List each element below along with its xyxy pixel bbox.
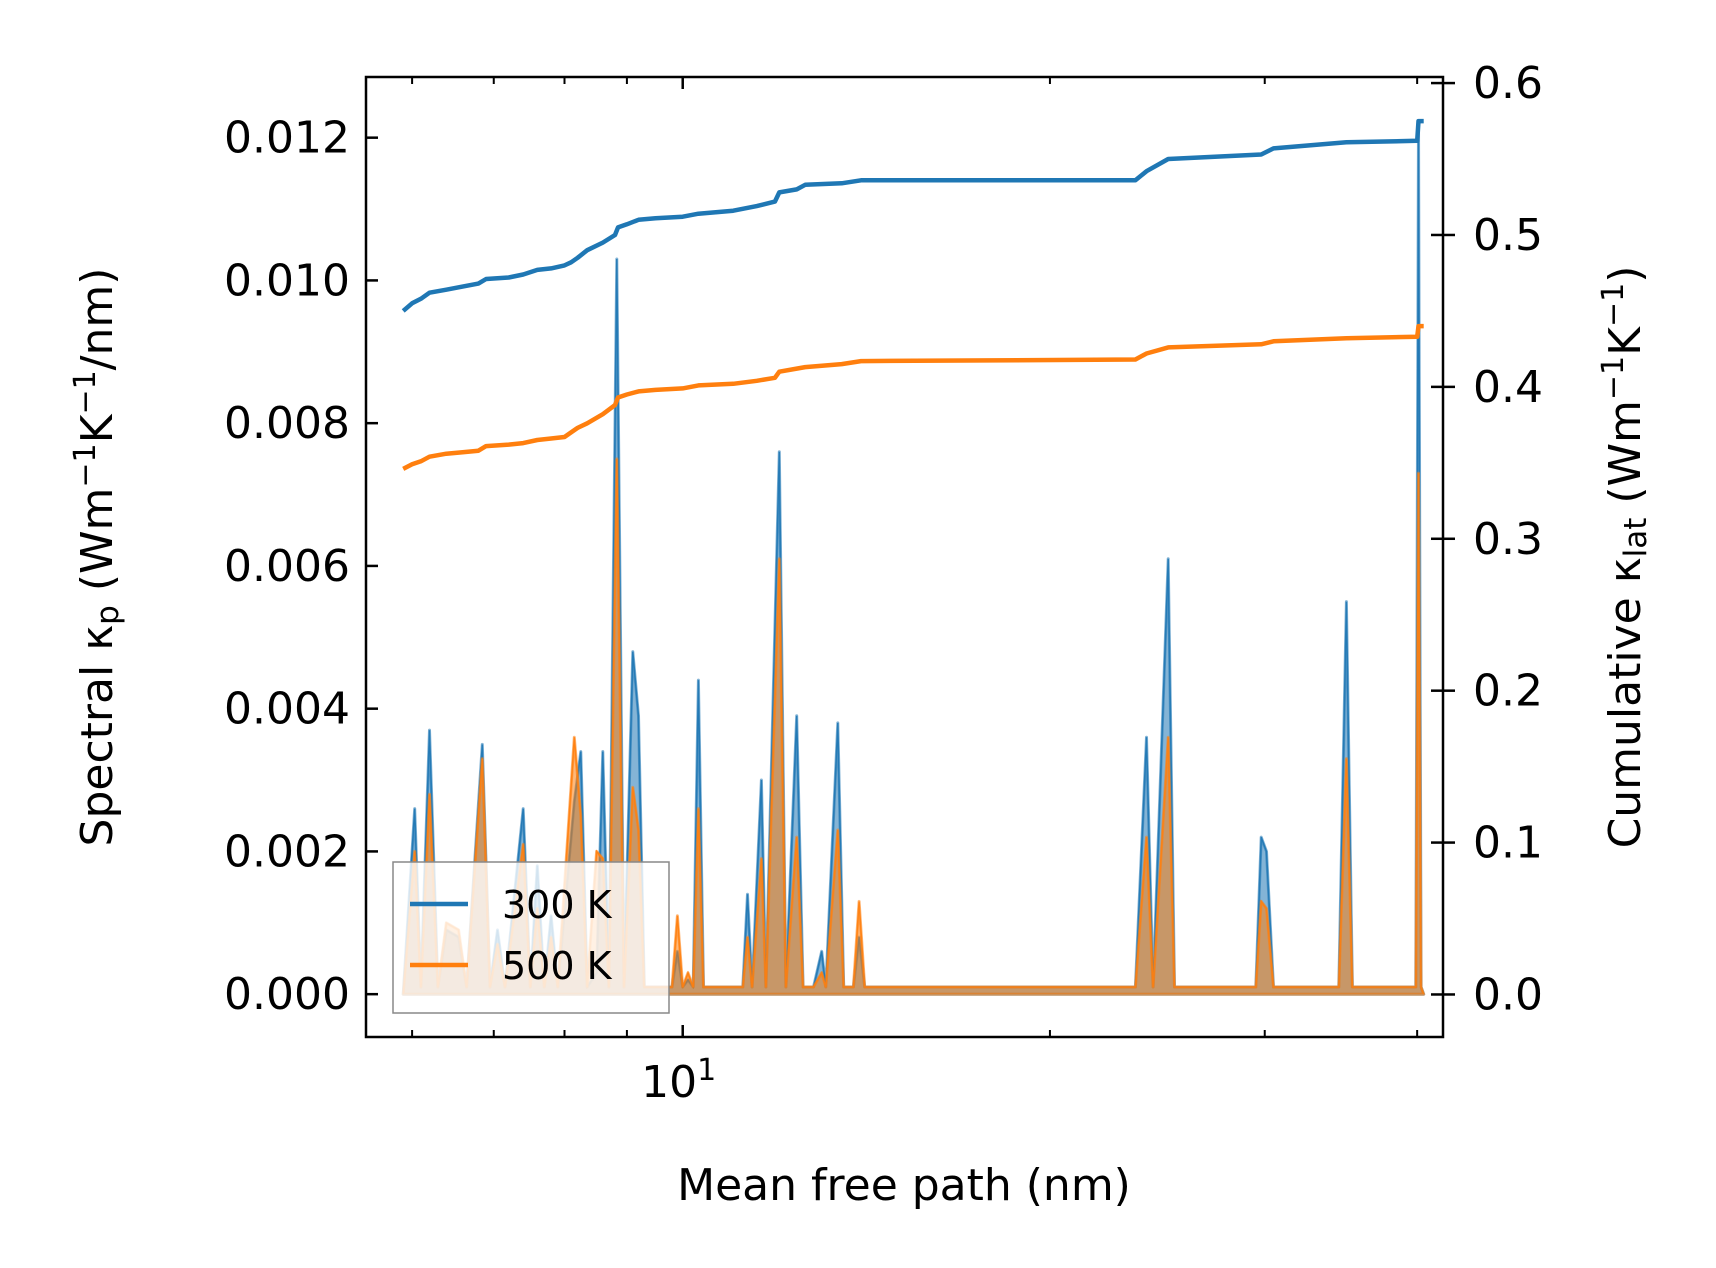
y-axis-label-sup2: −1: [68, 370, 103, 414]
y2-tick-label: 0.6: [1473, 58, 1543, 109]
series-layer: [401, 118, 1426, 996]
legend-label-300k: 300 K: [502, 883, 613, 927]
y-axis-label-sup1: −1: [68, 443, 103, 487]
y-tick-label: 0.000: [224, 969, 350, 1020]
y-tick-label: 0.010: [224, 255, 350, 306]
y-axis-label: Spectral κp (Wm−1K−1/nm): [68, 268, 126, 847]
y2-axis-label-mid: K: [1600, 326, 1651, 356]
y2-axis-label-prefix: Cumulative κ: [1600, 557, 1651, 848]
y-tick-label: 0.008: [224, 398, 350, 449]
y2-tick-label: 0.0: [1473, 969, 1543, 1020]
plot-frame: [364, 75, 1445, 1039]
y2-axis-label-sup2: −1: [1596, 283, 1631, 327]
y2-tick-label: 0.4: [1473, 362, 1543, 413]
y-tick-label: 0.012: [224, 113, 350, 164]
y-tick-label: 0.006: [224, 541, 350, 592]
x-axis-label: Mean free path (nm): [677, 1160, 1131, 1211]
legend: 300 K 500 K: [392, 861, 670, 1014]
y2-axis-label-sup1: −1: [1596, 356, 1631, 400]
y2-axis-label-suffix: ): [1600, 266, 1651, 283]
y2-axis-label-sub: lat: [1618, 518, 1654, 558]
y2-tick-label: 0.5: [1473, 210, 1543, 261]
y2-axis-label-units: (Wm: [1600, 400, 1651, 518]
y2-tick-label: 0.1: [1473, 818, 1543, 869]
y-axis-label-units: (Wm: [72, 488, 123, 606]
cumulative-line-300k: [401, 118, 1424, 313]
y-axis-label-suffix: /nm): [72, 268, 123, 371]
y-axis-label-prefix: Spectral κ: [72, 625, 123, 847]
y2-tick-label: 0.3: [1473, 514, 1543, 565]
cumulative-line-500k: [402, 323, 1424, 471]
y-axis-label-sub: p: [90, 605, 126, 625]
legend-label-500k: 500 K: [502, 944, 613, 988]
y2-axis-label: Cumulative κlat (Wm−1K−1): [1596, 266, 1654, 849]
y-axis-label-mid: K: [72, 413, 123, 443]
x-tick-label: 101: [641, 1053, 716, 1109]
ticks-layer: 0.000 0.002 0.004 0.006 0.008 0.010 0.012 0.0 0.…: [224, 58, 1543, 1108]
legend-box: [392, 861, 670, 1014]
y-tick-label: 0.004: [224, 684, 350, 735]
y2-tick-label: 0.2: [1473, 666, 1543, 717]
y-tick-label: 0.002: [224, 826, 350, 877]
